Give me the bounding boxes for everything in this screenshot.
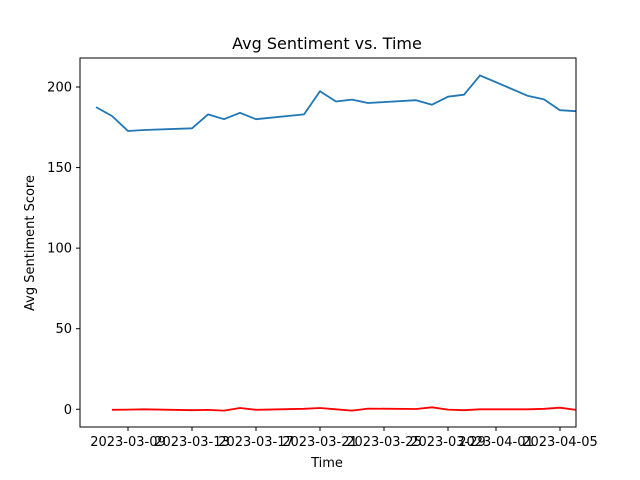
y-axis-label: Avg Sentiment Score [23, 175, 38, 311]
series-1-point [111, 115, 114, 118]
x-tick-label: 2023-04-05 [522, 435, 598, 450]
series-2-point [543, 407, 546, 410]
series-1-point [95, 106, 98, 109]
chart-title: Avg Sentiment vs. Time [232, 34, 422, 53]
x-tick-label: 2023-04-01 [458, 435, 534, 450]
series-2-point [319, 406, 322, 409]
series-2-point [367, 407, 370, 410]
series-layer [95, 74, 577, 412]
series-2-point [479, 408, 482, 411]
y-tick-label: 50 [55, 322, 72, 337]
series-1-point [527, 94, 530, 97]
series-1-point [223, 118, 226, 121]
series-2-point [335, 408, 338, 411]
x-tick-label: 2023-03-21 [282, 435, 358, 450]
x-tick-label: 2023-03-13 [154, 435, 230, 450]
series-2-point [351, 409, 354, 412]
series-2-point [207, 408, 210, 411]
series-2-point [447, 408, 450, 411]
x-axis-ticks: 2023-03-092023-03-132023-03-172023-03-21… [90, 427, 598, 450]
series-1-point [351, 98, 354, 101]
series-2-point [191, 409, 194, 412]
series-line-2 [111, 406, 577, 412]
x-tick-label: 2023-03-17 [218, 435, 294, 450]
x-tick-label: 2023-03-09 [90, 435, 166, 450]
series-2-point [223, 409, 226, 412]
series-1-point [415, 99, 418, 102]
series-2-point [415, 407, 418, 410]
x-tick-label: 2023-03-29 [410, 435, 486, 450]
series-2-point [111, 408, 114, 411]
series-2-point [239, 406, 242, 409]
series-1-point [239, 111, 242, 114]
series-1-point [335, 100, 338, 103]
series-1-point [191, 127, 194, 130]
series-2-point [463, 409, 466, 412]
y-tick-label: 200 [47, 81, 72, 96]
series-2-point [303, 407, 306, 410]
y-tick-label: 0 [64, 403, 72, 418]
x-axis-label: Time [310, 456, 343, 471]
series-1-point [255, 118, 258, 121]
series-1-point [479, 74, 482, 77]
series-1-point [447, 95, 450, 98]
series-2-point [127, 408, 130, 411]
y-tick-label: 150 [47, 161, 72, 176]
series-1-point [143, 129, 146, 132]
plot-area-frame [79, 57, 577, 428]
series-1-point [367, 101, 370, 104]
series-1-point [127, 129, 130, 132]
y-axis-ticks: 0 50 100 150 200 [47, 81, 80, 418]
series-line-1 [95, 74, 577, 132]
y-tick-label: 100 [47, 242, 72, 257]
series-2-point [255, 408, 258, 411]
series-1-point [543, 98, 546, 101]
series-1-point [319, 90, 322, 93]
series-2-point [559, 406, 562, 409]
series-2-point [527, 408, 530, 411]
series-1-point [303, 113, 306, 116]
series-1-point [559, 109, 562, 112]
series-1-point [431, 103, 434, 106]
series-2-point [143, 408, 146, 411]
series-2-point [431, 406, 434, 409]
series-1-point [207, 113, 210, 116]
x-tick-label: 2023-03-25 [346, 435, 422, 450]
series-1-point [463, 93, 466, 96]
